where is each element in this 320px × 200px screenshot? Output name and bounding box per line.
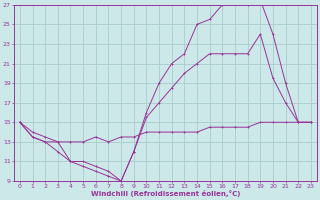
X-axis label: Windchill (Refroidissement éolien,°C): Windchill (Refroidissement éolien,°C) — [91, 190, 240, 197]
